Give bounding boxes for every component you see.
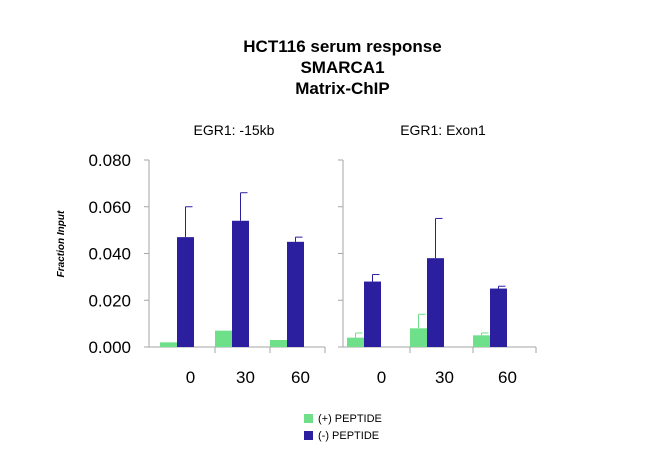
- title-line-1: HCT116 serum response: [243, 37, 442, 56]
- legend: (+) PEPTIDE (-) PEPTIDE: [304, 410, 382, 444]
- x-tick-label: 60: [291, 368, 310, 387]
- y-tick-label: 0.080: [88, 151, 131, 170]
- bar-plus-peptide: [160, 342, 177, 347]
- panel-title-egr1-exon1: EGR1: Exon1: [400, 122, 486, 138]
- legend-swatch-minus-peptide: [304, 431, 313, 440]
- panel-title-egr1-15kb: EGR1: -15kb: [194, 122, 275, 138]
- chart-marks: 0.000 0.020 0.040 0.060 0.080 0 30 60 0 30 60: [88, 151, 537, 387]
- bar-plus-peptide: [473, 335, 490, 347]
- legend-item-plus-peptide: (+) PEPTIDE: [304, 410, 382, 427]
- legend-label-minus-peptide: (-) PEPTIDE: [318, 429, 380, 442]
- x-tick-label: 0: [377, 368, 386, 387]
- legend-swatch-plus-peptide: [304, 414, 313, 423]
- x-tick-label: 30: [435, 368, 454, 387]
- legend-label-plus-peptide: (+) PEPTIDE: [318, 412, 382, 425]
- bar-minus-peptide: [364, 281, 381, 347]
- legend-item-minus-peptide: (-) PEPTIDE: [304, 427, 382, 444]
- bar-plus-peptide: [270, 339, 287, 347]
- bar-minus-peptide: [490, 288, 507, 347]
- title-line-2: SMARCA1: [300, 58, 385, 77]
- x-tick-label: 30: [236, 368, 255, 387]
- y-axis-label: Fraction Input: [56, 210, 67, 277]
- bar-minus-peptide: [287, 241, 304, 347]
- x-tick-label: 0: [186, 368, 195, 387]
- bar-plus-peptide: [215, 330, 232, 347]
- title-line-3: Matrix-ChIP: [295, 79, 390, 98]
- bar-minus-peptide: [177, 237, 194, 347]
- chart-title: HCT116 serum response SMARCA1 Matrix-ChI…: [0, 36, 650, 99]
- y-tick-label: 0.020: [88, 291, 131, 310]
- bar-plus-peptide: [410, 328, 427, 347]
- bar-minus-peptide: [232, 220, 249, 347]
- x-tick-label: 60: [498, 368, 517, 387]
- y-tick-label: 0.060: [88, 198, 131, 217]
- bar-plus-peptide: [347, 337, 364, 347]
- bar-minus-peptide: [427, 258, 444, 347]
- y-tick-label: 0.000: [88, 338, 131, 357]
- y-tick-label: 0.040: [88, 245, 131, 264]
